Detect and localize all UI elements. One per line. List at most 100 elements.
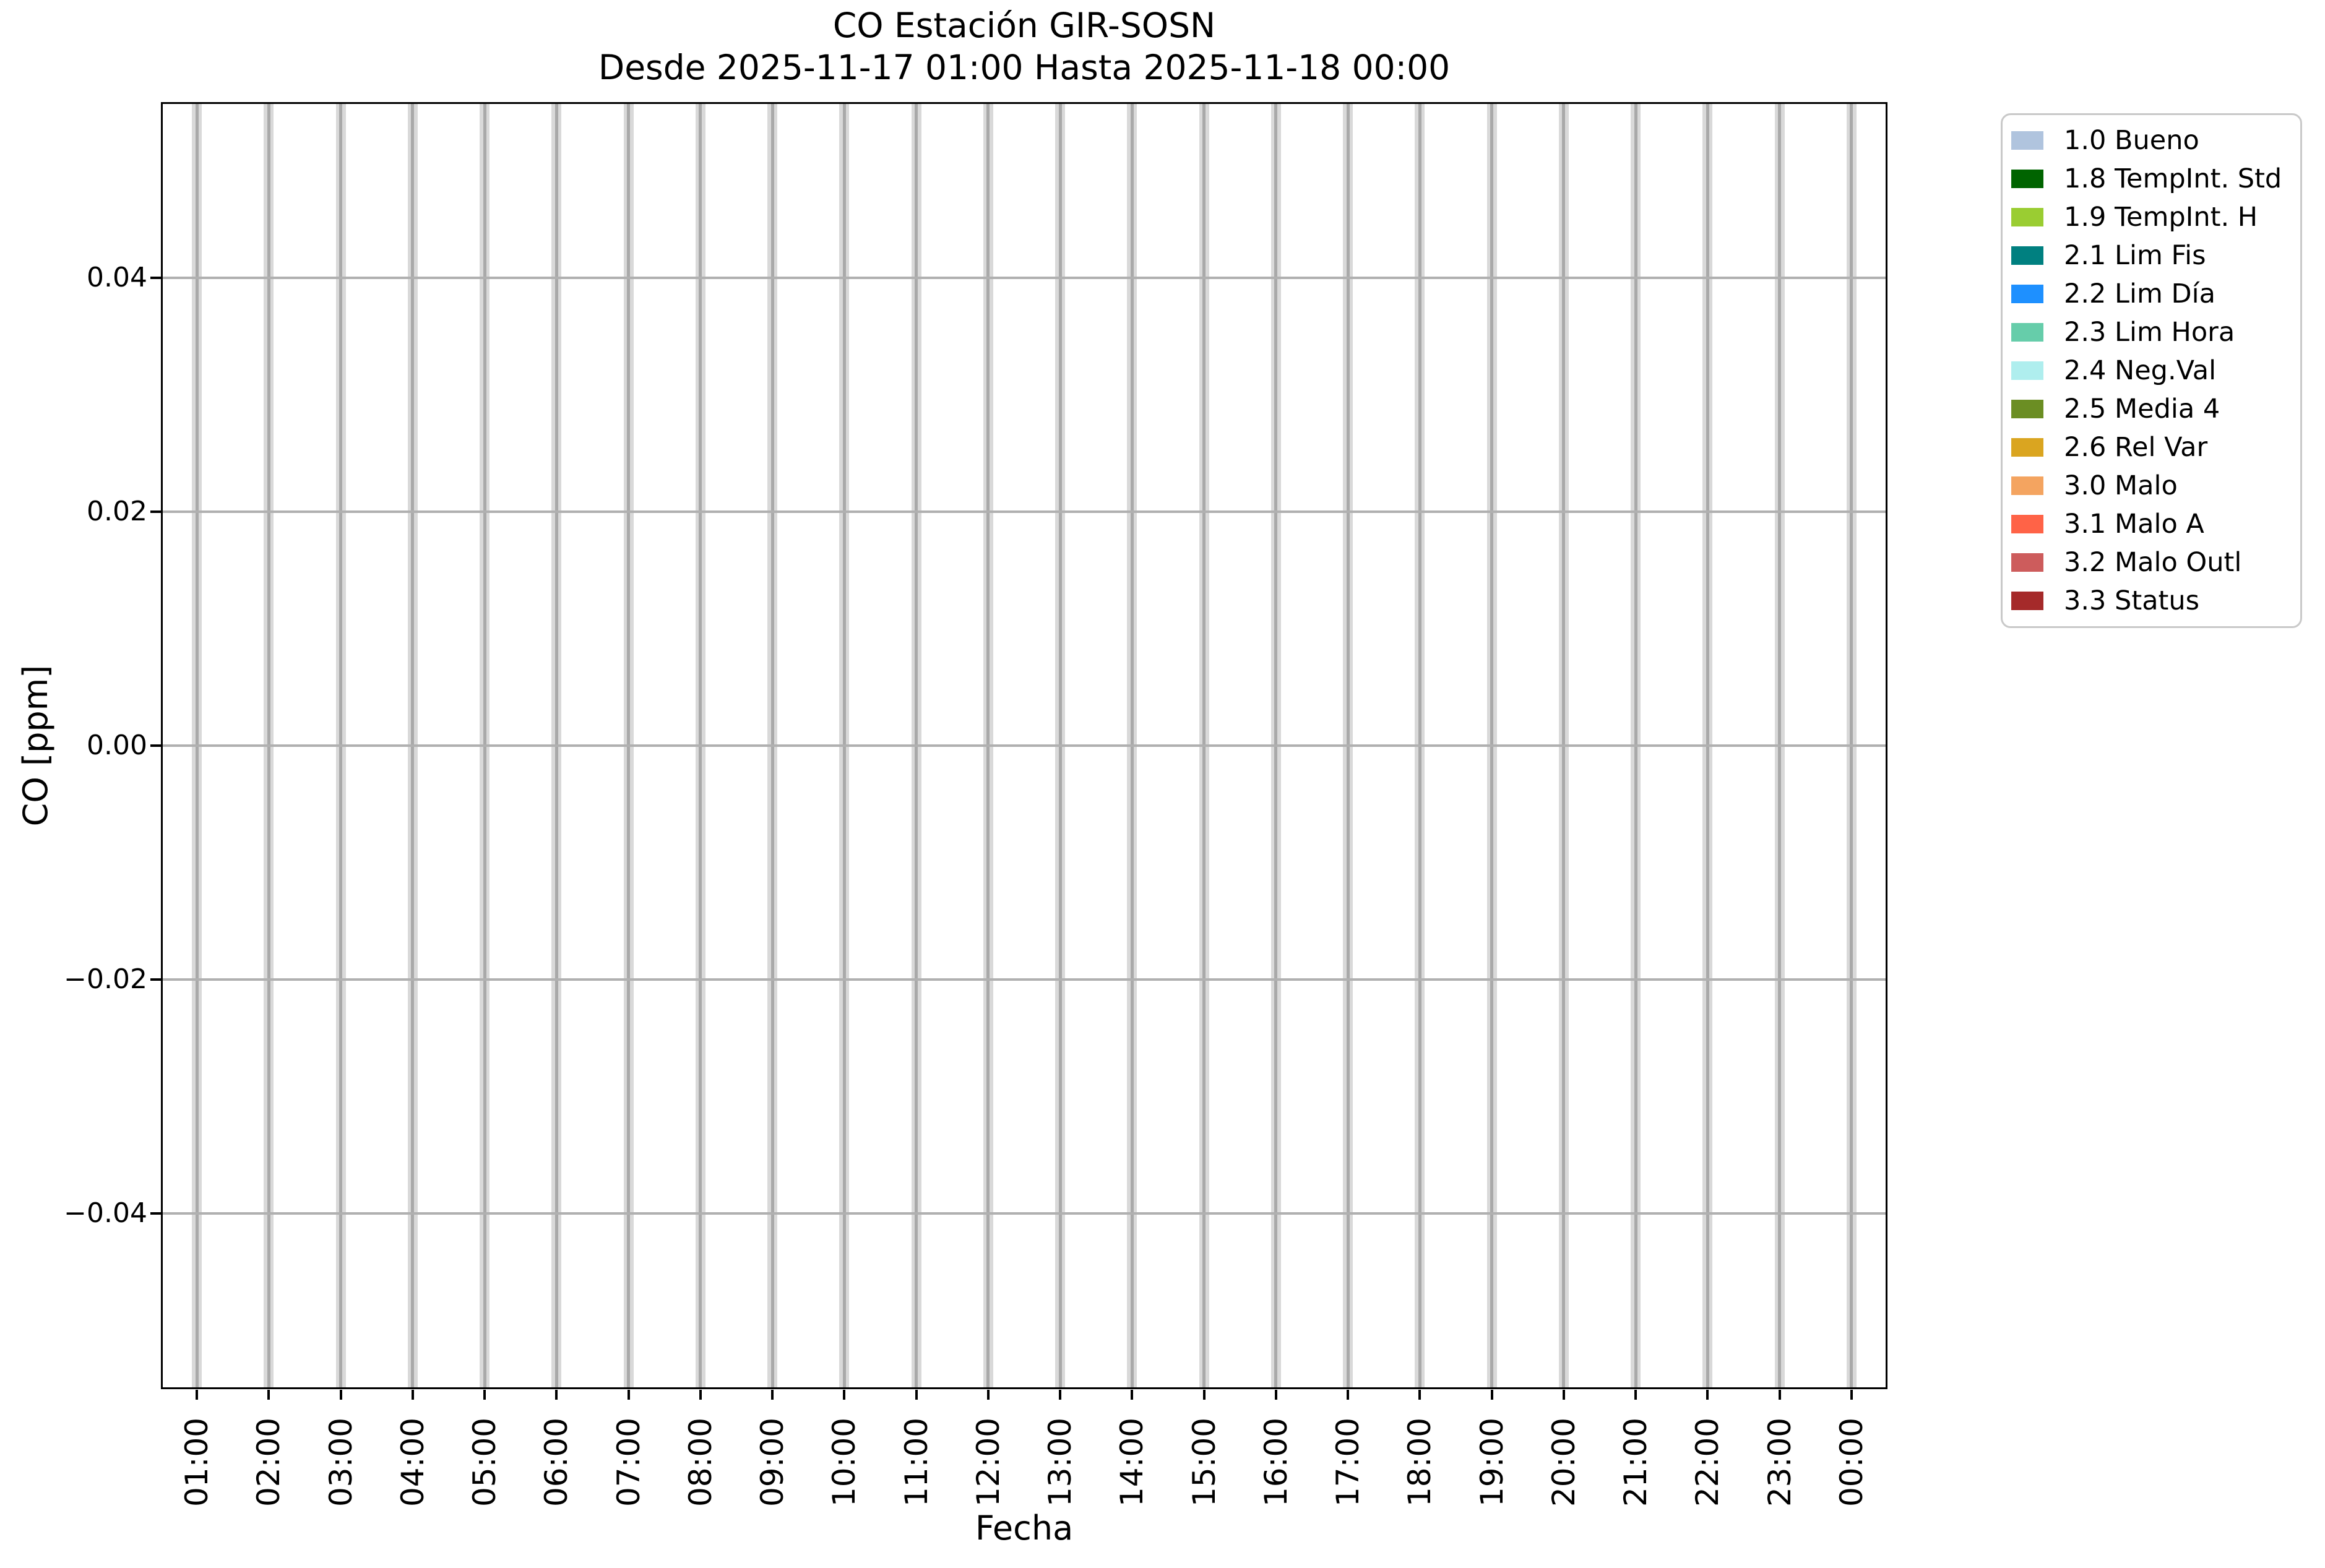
legend-items: 1.0 Bueno 1.8 TempInt. Std 1.9 TempInt. H 2… [2011,121,2292,620]
x-tick-mark [339,1390,342,1400]
x-tick-label: 21:00 [1618,1417,1654,1507]
legend-item: 3.1 Malo A [2011,505,2292,543]
x-tick-mark [1059,1390,1062,1400]
legend-label: 2.2 Lim Día [2064,278,2215,309]
x-tick-label: 16:00 [1257,1417,1294,1507]
x-tick-mark [627,1390,630,1400]
legend-label: 2.6 Rel Var [2064,432,2208,463]
legend-swatch [2011,285,2043,303]
legend-swatch [2011,553,2043,572]
x-tick-mark [1562,1390,1565,1400]
y-tick-label: 0.02 [87,495,147,527]
legend-item: 1.8 TempInt. Std [2011,160,2292,198]
y-gridline [161,744,1887,747]
x-tick-label: 09:00 [754,1417,791,1507]
legend-label: 3.3 Status [2064,585,2200,616]
x-tick-label: 20:00 [1545,1417,1582,1507]
legend-label: 1.0 Bueno [2064,125,2199,156]
x-tick-mark [1418,1390,1421,1400]
y-tick-label: 0.00 [87,730,147,761]
legend-item: 3.0 Malo [2011,467,2292,505]
legend-item: 2.5 Media 4 [2011,390,2292,428]
x-tick-mark [1634,1390,1637,1400]
x-tick-label: 23:00 [1761,1417,1798,1507]
x-tick-mark [411,1390,414,1400]
y-gridline [161,978,1887,981]
y-tick-label: −0.02 [64,963,147,996]
x-tick-label: 01:00 [179,1417,215,1507]
legend-swatch [2011,515,2043,533]
legend-label: 1.8 TempInt. Std [2064,163,2282,194]
x-tick-label: 15:00 [1186,1417,1222,1507]
legend-swatch [2011,246,2043,265]
x-tick-label: 19:00 [1473,1417,1510,1507]
x-tick-mark [555,1390,558,1400]
legend-label: 2.3 Lim Hora [2064,317,2235,348]
legend-label: 3.0 Malo [2064,470,2178,501]
x-tick-mark [196,1390,199,1400]
legend-label: 2.4 Neg.Val [2064,355,2217,386]
legend-swatch [2011,400,2043,418]
x-tick-label: 06:00 [538,1417,575,1507]
y-tick-label: −0.04 [64,1197,147,1230]
legend-swatch [2011,208,2043,226]
x-tick-label: 14:00 [1114,1417,1150,1507]
legend-item: 3.3 Status [2011,582,2292,620]
x-tick-label: 05:00 [467,1417,503,1507]
legend-item: 1.0 Bueno [2011,121,2292,160]
x-tick-mark [1131,1390,1134,1400]
legend-label: 3.2 Malo Outl [2064,547,2242,578]
legend-swatch [2011,131,2043,150]
y-tick-mark [150,276,161,279]
x-tick-label: 18:00 [1402,1417,1438,1507]
x-tick-mark [699,1390,702,1400]
x-tick-mark [1490,1390,1493,1400]
legend-item: 2.1 Lim Fis [2011,236,2292,275]
legend-item: 2.6 Rel Var [2011,428,2292,467]
x-tick-label: 11:00 [898,1417,934,1507]
chart-title: CO Estación GIR-SOSN [832,6,1216,45]
y-tick-mark [150,1212,161,1215]
x-tick-label: 22:00 [1689,1417,1726,1507]
x-tick-mark [771,1390,774,1400]
x-tick-mark [1274,1390,1277,1400]
y-gridline [161,276,1887,279]
y-gridline [161,1212,1887,1215]
x-tick-label: 04:00 [394,1417,431,1507]
chart-subtitle: Desde 2025-11-17 01:00 Hasta 2025-11-18 … [598,48,1451,87]
legend-item: 3.2 Malo Outl [2011,543,2292,582]
x-tick-label: 03:00 [322,1417,359,1507]
x-tick-mark [1778,1390,1781,1400]
plot-area [161,102,1887,1389]
x-tick-label: 07:00 [610,1417,647,1507]
legend-item: 2.3 Lim Hora [2011,313,2292,351]
x-tick-label: 00:00 [1833,1417,1870,1507]
y-tick-mark [150,978,161,981]
x-tick-mark [915,1390,918,1400]
legend-item: 2.4 Neg.Val [2011,351,2292,390]
x-tick-mark [1347,1390,1350,1400]
legend-swatch [2011,438,2043,457]
y-tick-label: 0.04 [87,261,147,293]
legend-item: 2.2 Lim Día [2011,275,2292,313]
x-tick-mark [1202,1390,1206,1400]
x-tick-label: 02:00 [251,1417,287,1507]
y-tick-mark [150,744,161,747]
legend: 1.0 Bueno 1.8 TempInt. Std 1.9 TempInt. H 2… [2001,113,2302,628]
legend-swatch [2011,592,2043,610]
legend-swatch [2011,323,2043,342]
x-tick-mark [1706,1390,1709,1400]
legend-label: 2.5 Media 4 [2064,394,2220,424]
x-tick-mark [483,1390,486,1400]
x-tick-mark [267,1390,270,1400]
legend-swatch [2011,476,2043,495]
x-tick-label: 12:00 [970,1417,1006,1507]
x-tick-label: 10:00 [826,1417,863,1507]
legend-item: 1.9 TempInt. H [2011,198,2292,236]
x-tick-label: 08:00 [682,1417,718,1507]
legend-swatch [2011,170,2043,188]
x-tick-mark [1850,1390,1853,1400]
legend-label: 3.1 Malo A [2064,509,2204,540]
y-tick-mark [150,510,161,513]
